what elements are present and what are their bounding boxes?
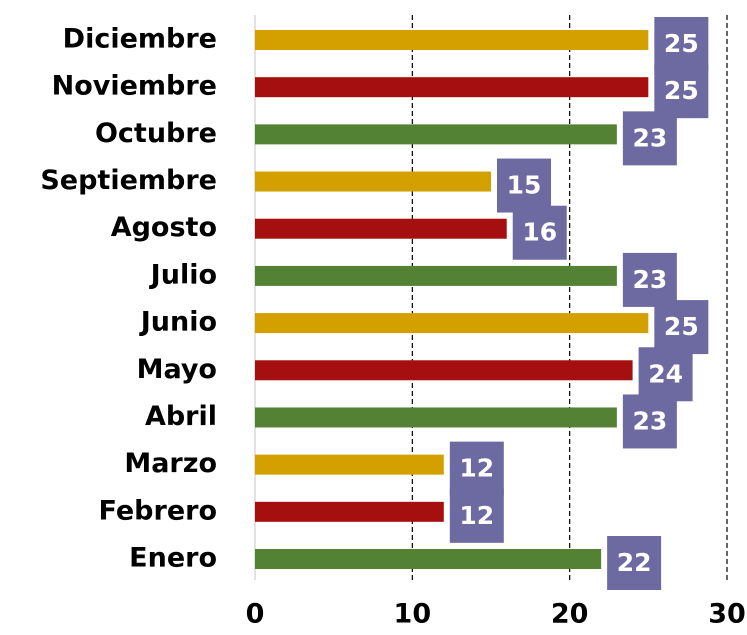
data-label-box (449, 488, 504, 543)
x-tick-label: 20 (551, 599, 589, 630)
data-label: 22 (617, 548, 652, 577)
y-tick-label: Enero (129, 543, 217, 574)
data-label-box (654, 17, 709, 71)
data-label-box (622, 252, 677, 307)
data-label: 25 (664, 312, 699, 341)
data-label-box (622, 111, 677, 166)
data-label: 15 (507, 171, 542, 200)
data-label: 24 (648, 359, 683, 388)
y-tick-label: Diciembre (63, 24, 217, 55)
y-tick-label: Marzo (124, 448, 217, 479)
bar (255, 407, 617, 428)
bar (255, 218, 507, 239)
bar (255, 549, 602, 569)
y-tick-label: Octubre (95, 118, 217, 149)
bar (255, 124, 617, 145)
data-label: 23 (632, 123, 667, 152)
y-tick-label: Septiembre (40, 165, 217, 196)
bar (255, 30, 649, 50)
y-tick-label: Noviembre (52, 71, 217, 102)
y-tick-label: Junio (139, 307, 217, 338)
data-label-box (638, 347, 693, 402)
x-tick-label: 0 (246, 599, 265, 630)
data-label: 23 (632, 265, 667, 294)
data-label-box (622, 394, 677, 449)
y-tick-label: Julio (149, 259, 217, 290)
data-label-box (512, 205, 567, 260)
data-label-box (654, 64, 709, 119)
data-label-box (607, 536, 662, 590)
data-label: 16 (522, 218, 557, 247)
data-label: 12 (459, 501, 494, 530)
y-tick-label: Febrero (99, 495, 217, 526)
data-label: 25 (664, 29, 699, 58)
bar (255, 265, 617, 286)
y-tick-label: Agosto (111, 212, 217, 243)
x-tick-label: 10 (394, 599, 432, 630)
data-label-box (449, 441, 504, 496)
data-label: 25 (664, 76, 699, 105)
bar (255, 360, 633, 381)
bar (255, 454, 444, 475)
y-tick-label: Abril (145, 401, 217, 432)
bar (255, 313, 649, 334)
data-label: 12 (459, 454, 494, 483)
x-tick-label: 30 (708, 599, 746, 630)
data-label-box (654, 300, 709, 355)
y-tick-label: Mayo (137, 354, 217, 385)
bar (255, 171, 491, 192)
bar (255, 501, 444, 522)
bar (255, 77, 649, 98)
data-label-box (497, 158, 551, 213)
data-label: 23 (632, 406, 667, 435)
